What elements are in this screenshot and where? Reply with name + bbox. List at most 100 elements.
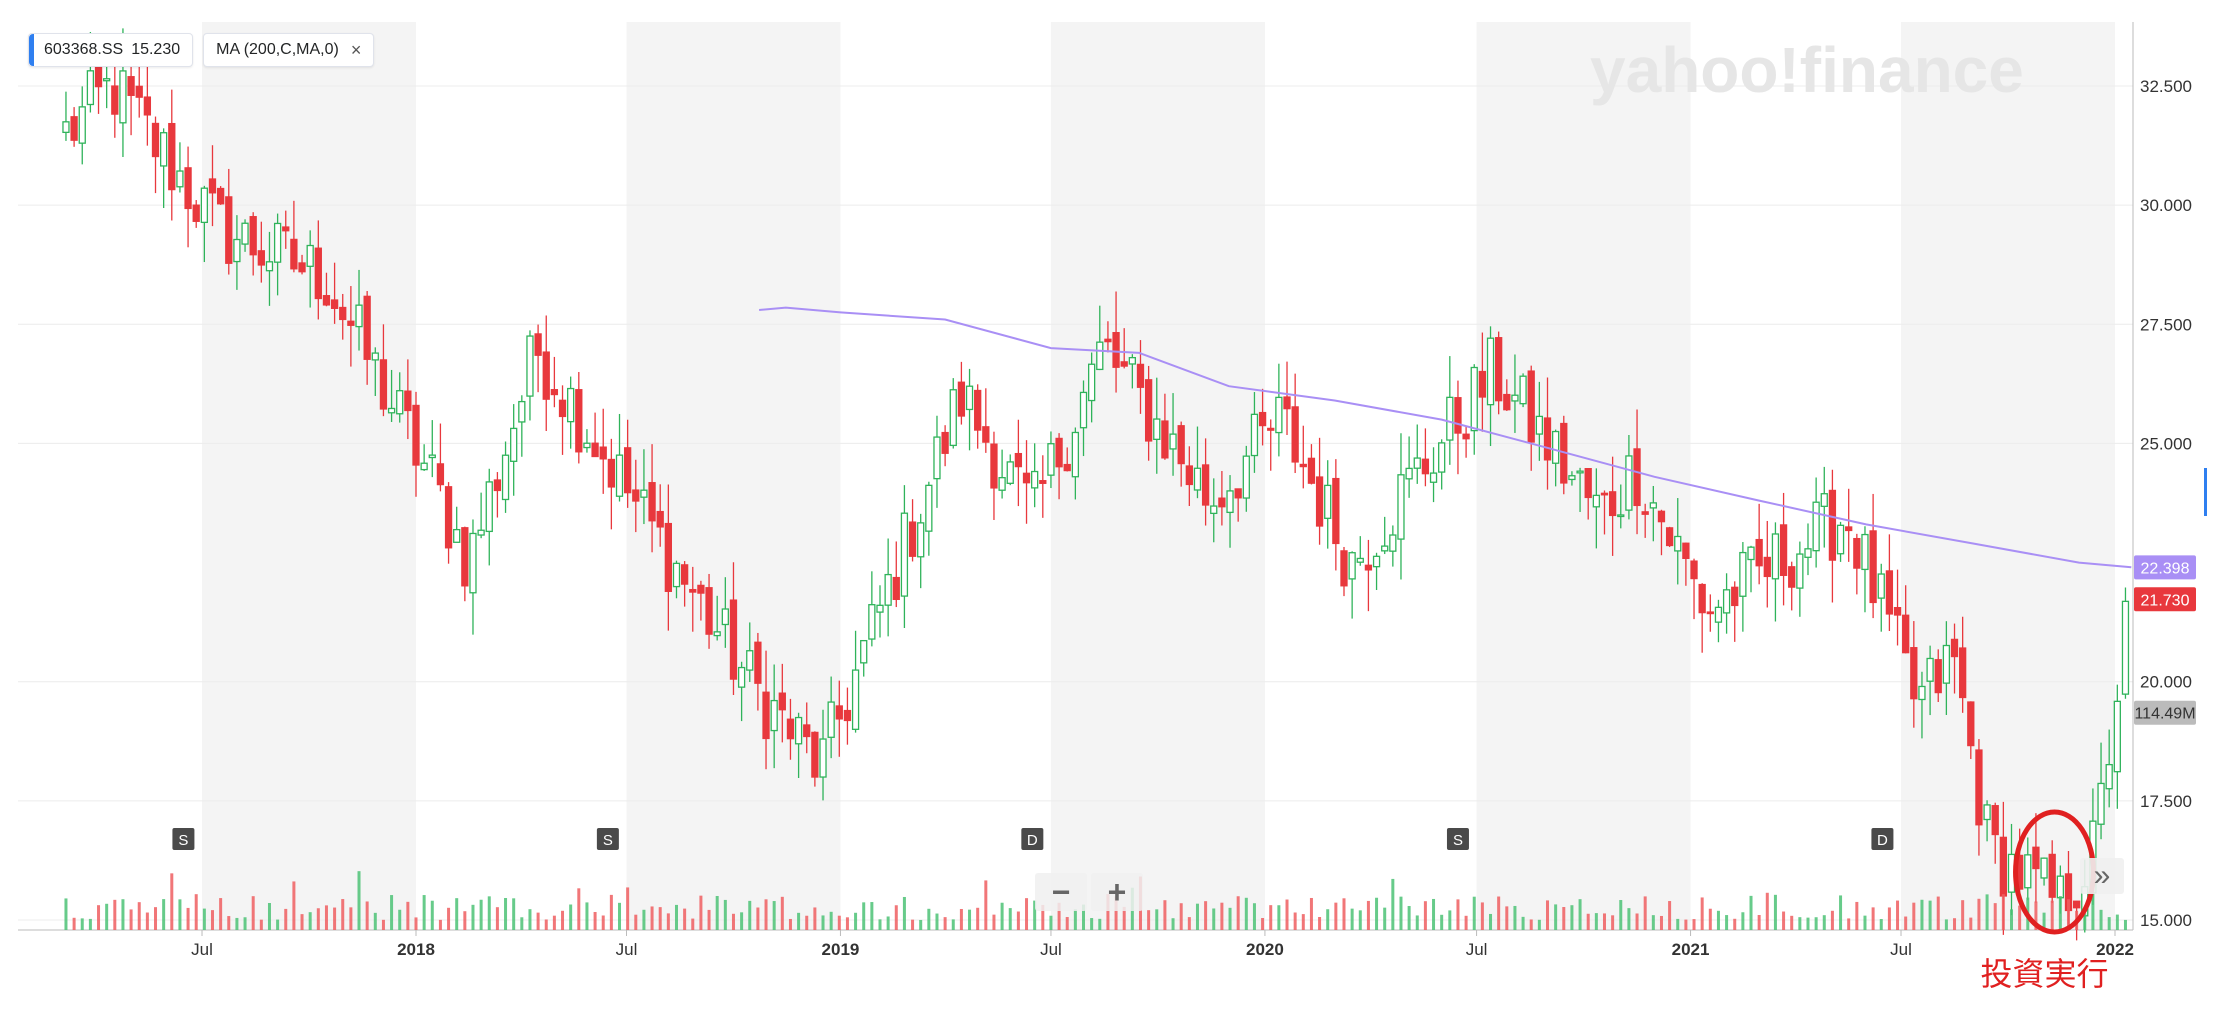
candle-body xyxy=(2056,875,2064,899)
candle-body xyxy=(1112,332,1120,368)
candle xyxy=(1511,354,1519,433)
candle-body xyxy=(1421,458,1430,475)
candle-body xyxy=(1063,463,1071,472)
candle-body xyxy=(697,584,705,594)
candle xyxy=(1291,373,1299,474)
candle xyxy=(1096,305,1104,371)
volume-bar xyxy=(911,919,915,930)
candle xyxy=(827,676,835,759)
candle xyxy=(908,499,917,562)
volume-bar xyxy=(1912,902,1916,930)
candle xyxy=(1405,436,1413,498)
volume-bar xyxy=(837,915,841,930)
candle xyxy=(290,200,298,273)
volume-bar xyxy=(1676,918,1680,930)
candle-body xyxy=(273,222,282,263)
candle xyxy=(705,573,713,649)
candle xyxy=(713,595,721,641)
volume-bar xyxy=(414,917,418,930)
candle-body xyxy=(420,462,428,471)
volume-bar xyxy=(1212,908,1216,930)
candle-body xyxy=(485,481,493,533)
indicator-pill[interactable]: MA (200,C,MA,0) × xyxy=(203,33,375,67)
symbol-pill[interactable]: 603368.SS 15.230 xyxy=(28,33,194,67)
close-icon[interactable]: × xyxy=(350,39,362,60)
candle-body xyxy=(1120,361,1128,367)
candle-body xyxy=(103,78,111,82)
volume-bar xyxy=(316,908,320,930)
candle-body xyxy=(1405,467,1413,480)
candle-body xyxy=(1967,701,1975,747)
volume-bar xyxy=(121,899,125,930)
candle-body xyxy=(892,576,900,601)
volume-bar xyxy=(756,907,760,930)
volume-bar xyxy=(373,912,377,930)
candle-body xyxy=(1698,583,1706,614)
candle-body xyxy=(298,262,306,273)
volume-bar xyxy=(788,918,792,930)
candle-body xyxy=(2024,854,2032,889)
candle-body xyxy=(762,691,770,740)
zoom-out-button[interactable]: − xyxy=(1035,873,1087,911)
volume-bar xyxy=(1546,900,1550,930)
volume-bar xyxy=(723,899,727,930)
candle-body xyxy=(1397,474,1405,540)
candle xyxy=(1950,623,1959,694)
candle xyxy=(1039,455,1047,518)
candle xyxy=(1836,521,1845,562)
candle xyxy=(1144,365,1153,461)
volume-bar xyxy=(764,899,768,930)
candle-body xyxy=(1429,472,1438,483)
event-marker-label: S xyxy=(1453,832,1463,849)
volume-bar xyxy=(235,917,239,930)
candle-body xyxy=(1096,341,1104,371)
scroll-to-latest-icon[interactable]: » xyxy=(2080,858,2124,894)
candle-body xyxy=(363,295,371,360)
volume-bar xyxy=(650,906,654,930)
period-band xyxy=(202,22,416,930)
candle xyxy=(982,388,990,453)
volume-bar xyxy=(1782,911,1786,930)
candle xyxy=(957,361,966,425)
candle xyxy=(1731,581,1739,642)
candle xyxy=(70,107,78,147)
candle xyxy=(990,431,998,520)
volume-bar xyxy=(1733,918,1737,930)
candle-body xyxy=(860,639,868,664)
candle-body xyxy=(1250,413,1259,457)
candle xyxy=(884,538,892,637)
candle-body xyxy=(257,250,265,266)
candle-body xyxy=(908,521,917,557)
volume-bar xyxy=(1521,916,1525,930)
volume-bar xyxy=(1659,915,1663,930)
candle-body xyxy=(176,170,184,188)
zoom-in-button[interactable]: + xyxy=(1091,873,1143,911)
volume-bar xyxy=(227,916,231,930)
candle-body xyxy=(1828,489,1837,561)
candle-body xyxy=(510,427,518,462)
volume-bar xyxy=(430,900,434,930)
candle xyxy=(1608,456,1617,556)
candle-body xyxy=(965,385,974,411)
price-label: 114.49M xyxy=(2134,700,2196,725)
candle-body xyxy=(803,724,811,738)
candle-body xyxy=(94,64,103,88)
volume-bar xyxy=(72,917,76,930)
candle xyxy=(1551,429,1560,487)
volume-bar xyxy=(2018,905,2022,930)
volume-bar xyxy=(2083,913,2087,930)
period-band xyxy=(1050,22,1265,930)
candle xyxy=(558,385,567,455)
volume-bar xyxy=(1944,919,1948,930)
candle xyxy=(339,293,347,340)
candle-body xyxy=(941,431,949,454)
volume-bar xyxy=(471,904,475,930)
candle xyxy=(1234,488,1242,522)
volume-bar xyxy=(1863,915,1867,930)
candle-body xyxy=(518,400,526,423)
candle xyxy=(233,215,241,290)
volume-bar xyxy=(1309,897,1313,930)
volume-bar xyxy=(1928,900,1932,930)
volume-bar xyxy=(626,887,630,930)
zoom-controls: − + xyxy=(1035,873,1143,911)
